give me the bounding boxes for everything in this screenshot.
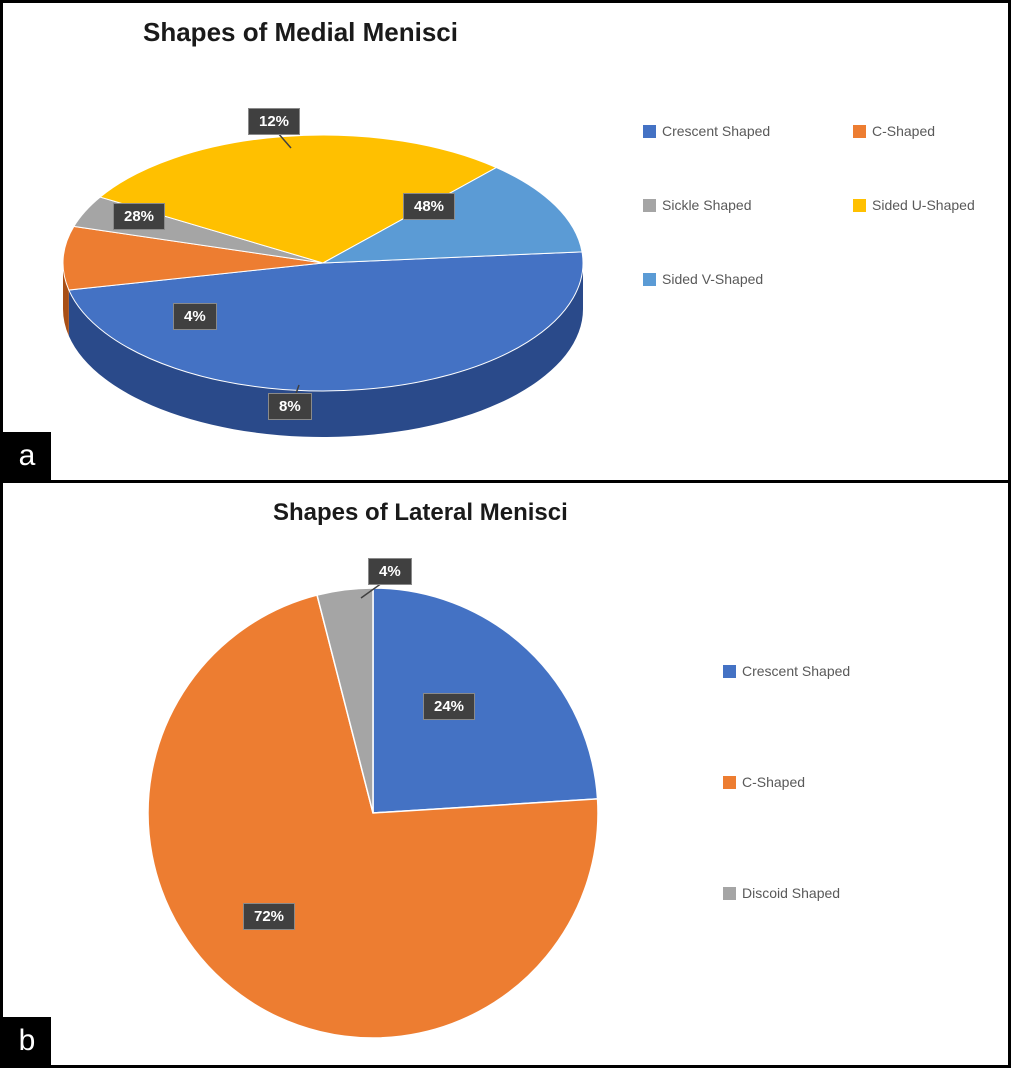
legend-item: Crescent Shaped <box>643 123 793 139</box>
legend-swatch <box>643 125 656 138</box>
pie-slice <box>373 588 598 813</box>
legend-swatch <box>643 273 656 286</box>
legend-item: Sided V-Shaped <box>643 271 793 287</box>
legend-label: C-Shaped <box>742 774 805 790</box>
panel-b: Shapes of Lateral Menisci 24%72%4% Cresc… <box>3 483 1008 1065</box>
legend-swatch <box>853 199 866 212</box>
panel-label-b: b <box>3 1017 51 1065</box>
legend-label: Crescent Shaped <box>662 123 770 139</box>
data-label: 4% <box>173 303 217 330</box>
legend-item: C-Shaped <box>853 123 1003 139</box>
legend-swatch <box>853 125 866 138</box>
legend-label: Sickle Shaped <box>662 197 752 213</box>
legend-item: Sickle Shaped <box>643 197 793 213</box>
data-label: 12% <box>248 108 300 135</box>
legend-row: Crescent Shaped C-Shaped <box>643 123 1003 139</box>
legend-item: Sided U-Shaped <box>853 197 1003 213</box>
legend-label: C-Shaped <box>872 123 935 139</box>
legend-row: Crescent Shaped <box>723 663 873 679</box>
legend-swatch <box>723 887 736 900</box>
data-label: 8% <box>268 393 312 420</box>
data-label: 4% <box>368 558 412 585</box>
legend-label: Discoid Shaped <box>742 885 840 901</box>
legend-swatch <box>723 776 736 789</box>
panel-a: Shapes of Medial Menisci 48%8%4%28%12% C… <box>3 3 1008 483</box>
legend-label: Sided V-Shaped <box>662 271 763 287</box>
legend-swatch <box>643 199 656 212</box>
legend-b: Crescent Shaped C-Shaped Discoid Shaped <box>723 663 873 901</box>
figure-frame: Shapes of Medial Menisci 48%8%4%28%12% C… <box>0 0 1011 1068</box>
legend-label: Sided U-Shaped <box>872 197 975 213</box>
legend-a: Crescent Shaped C-Shaped Sickle Shaped Side… <box>643 123 1003 287</box>
data-label: 72% <box>243 903 295 930</box>
data-label: 28% <box>113 203 165 230</box>
pie-chart-a <box>3 3 703 483</box>
data-label: 24% <box>423 693 475 720</box>
legend-swatch <box>723 665 736 678</box>
panel-label-a: a <box>3 432 51 480</box>
legend-row: C-Shaped <box>723 774 873 790</box>
data-label: 48% <box>403 193 455 220</box>
legend-item: Discoid Shaped <box>723 885 873 901</box>
legend-row: Sickle Shaped Sided U-Shaped <box>643 197 1003 213</box>
pie-chart-b <box>3 483 703 1063</box>
legend-label: Crescent Shaped <box>742 663 850 679</box>
legend-item: Crescent Shaped <box>723 663 873 679</box>
legend-item: C-Shaped <box>723 774 873 790</box>
legend-row: Sided V-Shaped <box>643 271 1003 287</box>
legend-row: Discoid Shaped <box>723 885 873 901</box>
